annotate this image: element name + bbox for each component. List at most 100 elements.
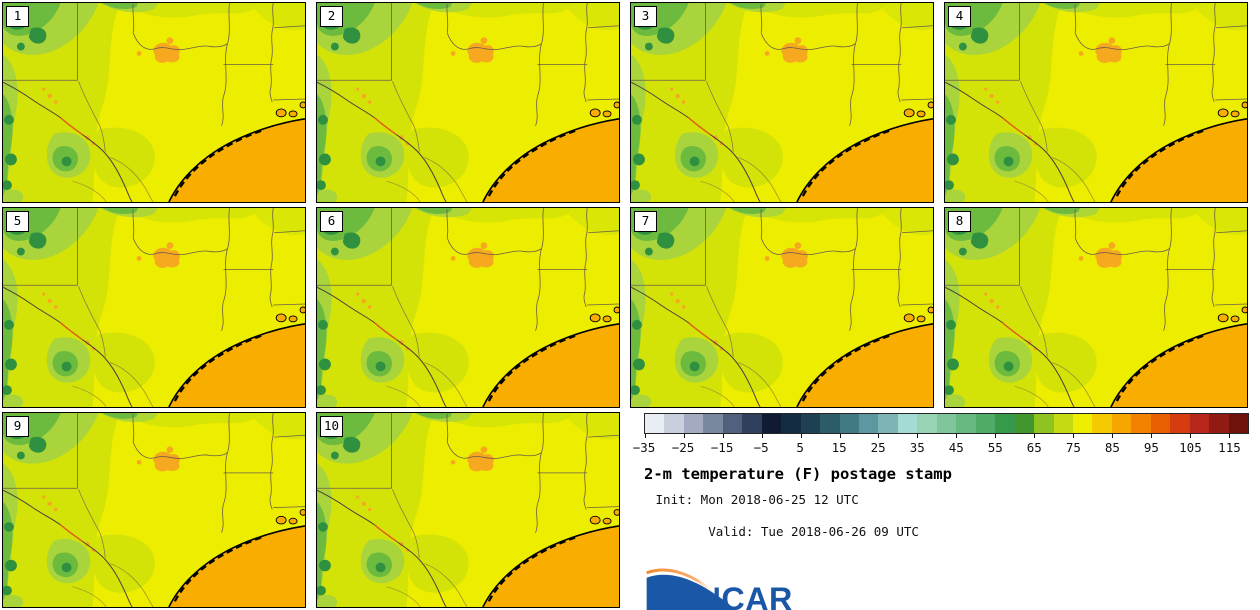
forecast-panel: 6 [316, 207, 620, 408]
legend-block: −35 −25 −15 −5 5 15 25 35 45 55 65 75 85 95 105 115 2-m… [630, 412, 1249, 610]
ncar-wordmark: NCAR [698, 581, 793, 610]
colorbar-segment [664, 414, 684, 433]
coastal-lakes [589, 306, 619, 323]
colorbar-segment [820, 414, 840, 433]
coastal-lakes [275, 101, 305, 118]
forecast-panel: 9 [2, 412, 306, 608]
rio-grande-river [945, 286, 1075, 407]
state-borders [3, 208, 305, 407]
colorbar-tick-label: 95 [1143, 440, 1159, 455]
coastline [482, 525, 619, 607]
colorbar-segment [1209, 414, 1229, 433]
colorbar-tick [917, 434, 919, 438]
colorbar-segment [956, 414, 976, 433]
forecast-panel: 8 [944, 207, 1248, 408]
colorbar-segment [1150, 414, 1171, 433]
temperature-map [631, 208, 933, 407]
colorbar-segment [1111, 414, 1132, 433]
coastline [482, 323, 619, 407]
member-number-badge: 4 [948, 6, 971, 27]
coastal-lakes [903, 306, 933, 323]
forecast-panel: 10 [316, 412, 620, 608]
colorbar-tick-label: −25 [671, 440, 695, 455]
rio-grande-river [3, 81, 133, 202]
colorbar-tick [878, 434, 880, 438]
member-number-badge: 3 [634, 6, 657, 27]
rio-grande-river [631, 81, 761, 202]
colorbar-tick [800, 434, 802, 438]
temperature-map [3, 413, 305, 607]
forecast-panel: 7 [630, 207, 934, 408]
state-borders [317, 3, 619, 202]
gulf-of-mexico [482, 525, 619, 607]
member-number-badge: 7 [634, 211, 657, 232]
colorbar-segment [975, 414, 996, 433]
colorbar-tick-label: −15 [710, 440, 734, 455]
member-number-badge: 9 [6, 416, 29, 437]
member-number-badge: 5 [6, 211, 29, 232]
state-borders [631, 208, 933, 407]
colorbar-segment [839, 414, 859, 433]
gulf-of-mexico [482, 323, 619, 407]
gulf-of-mexico [168, 323, 305, 407]
colorbar-segment [995, 414, 1015, 433]
rio-grande-river [317, 286, 447, 407]
coastline [168, 118, 305, 202]
colorbar-segment [742, 414, 762, 433]
coastline [796, 323, 933, 407]
coastline [168, 525, 305, 607]
colorbar-tick [1034, 434, 1036, 438]
member-number-badge: 1 [6, 6, 29, 27]
gulf-of-mexico [1110, 323, 1247, 407]
temperature-map [631, 3, 933, 202]
colorbar-segment [1014, 414, 1035, 433]
colorbar-segment [897, 414, 918, 433]
temperature-map [945, 3, 1247, 202]
colorbar-segment [878, 414, 898, 433]
colorbar-tick-label: 5 [796, 440, 804, 455]
colorbar-tick [645, 434, 646, 438]
init-time-text: Init: Mon 2018-06-25 12 UTC [648, 492, 859, 507]
colorbar-tick-label: 15 [831, 440, 847, 455]
colorbar-tick [995, 434, 997, 438]
member-number-badge: 10 [320, 416, 343, 437]
colorbar-tick-label: 105 [1179, 440, 1202, 455]
colorbar-tick-label: 75 [1065, 440, 1081, 455]
valid-time-text: Valid: Tue 2018-06-26 09 UTC [708, 524, 919, 539]
colorbar-segment [761, 414, 782, 433]
terrain-shading [317, 208, 619, 407]
rio-grande-river [3, 489, 133, 607]
colorbar-segment [781, 414, 801, 433]
colorbar-tick-label: 25 [870, 440, 886, 455]
colorbar-segment [645, 414, 665, 433]
state-borders [3, 413, 305, 607]
colorbar-segment [800, 414, 821, 433]
forecast-panel: 3 [630, 2, 934, 203]
colorbar-tick-label: 55 [987, 440, 1003, 455]
forecast-times: Init: Mon 2018-06-25 12 UTC Valid: Tue 2… [648, 492, 1248, 540]
gulf-of-mexico [482, 118, 619, 202]
forecast-panel: 4 [944, 2, 1248, 203]
state-borders [945, 3, 1247, 202]
member-number-badge: 2 [320, 6, 343, 27]
colorbar-tick [1072, 434, 1074, 438]
colorbar-segment [703, 414, 723, 433]
temperature-map [317, 208, 619, 407]
forecast-panel: 5 [2, 207, 306, 408]
temperature-map [3, 3, 305, 202]
colorbar-tick [1228, 434, 1230, 438]
colorbar-tick-label: 85 [1104, 440, 1120, 455]
colorbar-tick-labels: −35 −25 −15 −5 5 15 25 35 45 55 65 75 85 95 105 115 [633, 440, 1249, 455]
colorbar-segment [858, 414, 879, 433]
colorbar-segment [1072, 414, 1093, 433]
coastline [1110, 323, 1247, 407]
state-borders [317, 413, 619, 607]
colorbar-segment [1131, 414, 1151, 433]
coastal-lakes [589, 101, 619, 118]
coastal-lakes [589, 509, 619, 525]
rio-grande-river [945, 81, 1075, 202]
coastline [482, 118, 619, 202]
temperature-map [317, 3, 619, 202]
coastline [796, 118, 933, 202]
colorbar-segment [1228, 414, 1249, 433]
